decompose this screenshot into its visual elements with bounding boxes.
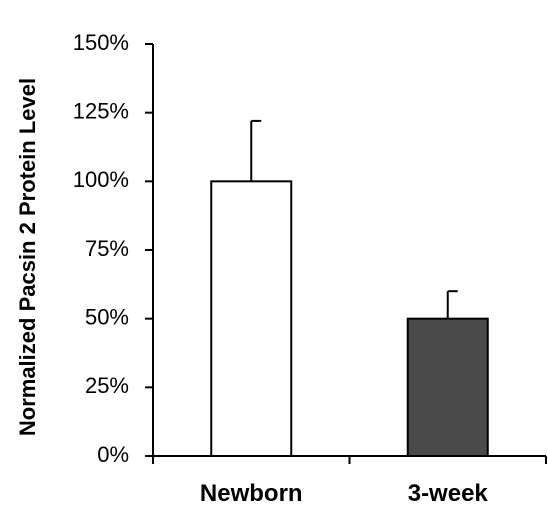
y-tick-label: 0%: [97, 442, 129, 467]
y-tick-label: 50%: [85, 304, 129, 329]
category-labels: Newborn 3-week: [200, 480, 489, 507]
bar-newborn: [210, 180, 293, 457]
y-axis-title: Normalized Pacsin 2 Protein Level: [15, 78, 40, 436]
y-ticks: 0% 25% 50% 75% 100% 125% 150%: [73, 30, 153, 467]
y-tick-label: 150%: [73, 30, 129, 55]
y-tick-label: 125%: [73, 98, 129, 123]
y-axis-title-group: Normalized Pacsin 2 Protein Level: [15, 78, 40, 436]
x-ticks: [152, 456, 547, 464]
y-tick-label: 100%: [73, 167, 129, 192]
bars: [210, 180, 489, 457]
bar-3-week: [406, 317, 489, 457]
y-tick-label: 25%: [85, 373, 129, 398]
y-tick-label: 75%: [85, 236, 129, 261]
category-label: 3-week: [408, 480, 489, 507]
error-bars: [250, 119, 458, 319]
category-label: Newborn: [200, 480, 303, 507]
